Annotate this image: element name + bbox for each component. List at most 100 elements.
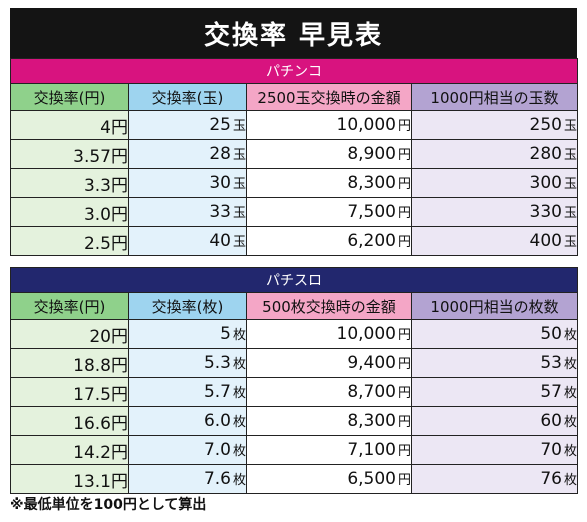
yen-rate-cell: 16.6円 [10,406,129,436]
amount-cell-value: 8,700 [347,382,396,402]
pachinko-section-label: パチンコ [10,58,578,84]
amount-cell-unit: 円 [397,119,411,134]
medal-rate-cell-value: 7.0 [203,440,231,460]
medal-rate-cell-unit: 枚 [232,473,246,488]
amount-cell-value: 10,000 [336,115,396,135]
column-header-medals-per-1000: 1000円相当の枚数 [411,292,578,320]
column-header-yen-rate: 交換率(円) [10,292,129,320]
yen-rate-cell: 3.57円 [10,139,129,169]
ball-rate-cell-value: 40 [209,231,231,251]
yen-rate-cell-value: 13.1円 [73,471,128,492]
count-cell-value: 300 [529,173,562,193]
amount-cell-value: 7,100 [347,440,396,460]
amount-cell: 8,300 円 [246,168,412,198]
ball-rate-cell-unit: 玉 [232,177,246,192]
medal-rate-cell-value: 5 [220,324,231,344]
count-cell-unit: 枚 [563,357,577,372]
count-cell-value: 400 [529,231,562,251]
count-cell-value: 280 [529,144,562,164]
amount-cell: 10,000 円 [246,319,412,349]
amount-cell: 8,700 円 [246,377,412,407]
count-cell: 300 玉 [411,168,578,198]
amount-cell: 8,900 円 [246,139,412,169]
pachinko-table-row: 4円 25 玉 10,000 円 250 玉 [10,110,578,140]
count-cell-unit: 玉 [563,119,577,134]
yen-rate-cell-value: 14.2円 [73,442,128,463]
medal-rate-cell-value: 5.7 [203,382,231,402]
amount-cell-unit: 円 [397,206,411,221]
amount-cell-unit: 円 [397,148,411,163]
pachislot-section-header: パチスロ [10,267,578,293]
amount-cell-value: 7,500 [347,202,396,222]
count-cell-value: 330 [529,202,562,222]
count-cell: 250 玉 [411,110,578,140]
yen-rate-cell-value: 2.5円 [83,233,128,254]
ball-rate-cell-unit: 玉 [232,235,246,250]
amount-cell-value: 6,200 [347,231,396,251]
amount-cell: 6,200 円 [246,226,412,256]
column-header-balls-per-1000: 1000円相当の玉数 [411,83,578,111]
column-header-yen-rate: 交換率(円) [10,83,129,111]
pachinko-column-headers: 交換率(円) 交換率(玉) 2500玉交換時の金額 1000円相当の玉数 [10,83,578,111]
ball-rate-cell: 33 玉 [128,197,247,227]
amount-cell: 9,400 円 [246,348,412,378]
yen-rate-cell: 3.3円 [10,168,129,198]
amount-cell-unit: 円 [397,386,411,401]
amount-cell-value: 9,400 [347,353,396,373]
ball-rate-cell-unit: 玉 [232,148,246,163]
medal-rate-cell-unit: 枚 [232,328,246,343]
amount-cell-unit: 円 [397,473,411,488]
column-header-ball-rate: 交換率(玉) [128,83,247,111]
pachislot-table-row: 13.1円 7.6 枚 6,500 円 76 枚 [10,464,578,494]
pachinko-table-row: 3.57円 28 玉 8,900 円 280 玉 [10,139,578,169]
amount-cell-value: 6,500 [347,469,396,489]
yen-rate-cell-value: 3.0円 [83,204,128,225]
column-header-exchange-amount: 2500玉交換時の金額 [246,83,412,111]
ball-rate-cell: 30 玉 [128,168,247,198]
medal-rate-cell-unit: 枚 [232,357,246,372]
amount-cell-unit: 円 [397,235,411,250]
yen-rate-cell: 14.2円 [10,435,129,465]
count-cell: 400 玉 [411,226,578,256]
count-cell: 70 枚 [411,435,578,465]
ball-rate-cell-unit: 玉 [232,119,246,134]
column-header-medal-rate: 交換率(枚) [128,292,247,320]
count-cell-value: 60 [540,411,562,431]
yen-rate-cell-value: 3.57円 [73,146,128,167]
medal-rate-cell-unit: 枚 [232,415,246,430]
count-cell: 76 枚 [411,464,578,494]
yen-rate-cell-value: 3.3円 [83,175,128,196]
count-cell: 57 枚 [411,377,578,407]
amount-cell: 7,100 円 [246,435,412,465]
medal-rate-cell-unit: 枚 [232,386,246,401]
pachinko-table-row: 2.5円 40 玉 6,200 円 400 玉 [10,226,578,256]
amount-cell-value: 8,300 [347,411,396,431]
ball-rate-cell-unit: 玉 [232,206,246,221]
pachislot-table-row: 20円 5 枚 10,000 円 50 枚 [10,319,578,349]
count-cell: 330 玉 [411,197,578,227]
ball-rate-cell: 25 玉 [128,110,247,140]
count-cell: 50 枚 [411,319,578,349]
amount-cell-value: 10,000 [336,324,396,344]
yen-rate-cell-value: 18.8円 [73,355,128,376]
medal-rate-cell-value: 5.3 [203,353,231,373]
pachislot-table-row: 14.2円 7.0 枚 7,100 円 70 枚 [10,435,578,465]
ball-rate-cell: 28 玉 [128,139,247,169]
pachislot-column-headers: 交換率(円) 交換率(枚) 500枚交換時の金額 1000円相当の枚数 [10,292,578,320]
count-cell: 60 枚 [411,406,578,436]
medal-rate-cell-unit: 枚 [232,444,246,459]
pachinko-table: パチンコ 交換率(円) 交換率(玉) 2500玉交換時の金額 1000円相当の玉… [10,58,578,256]
yen-rate-cell: 3.0円 [10,197,129,227]
count-cell-unit: 玉 [563,148,577,163]
count-cell-value: 50 [540,324,562,344]
column-header-exchange-amount: 500枚交換時の金額 [246,292,412,320]
yen-rate-cell: 20円 [10,319,129,349]
amount-cell: 10,000 円 [246,110,412,140]
pachinko-table-row: 3.0円 33 玉 7,500 円 330 玉 [10,197,578,227]
yen-rate-cell: 4円 [10,110,129,140]
count-cell: 280 玉 [411,139,578,169]
medal-rate-cell: 7.6 枚 [128,464,247,494]
pachislot-table-row: 17.5円 5.7 枚 8,700 円 57 枚 [10,377,578,407]
count-cell-value: 76 [540,469,562,489]
